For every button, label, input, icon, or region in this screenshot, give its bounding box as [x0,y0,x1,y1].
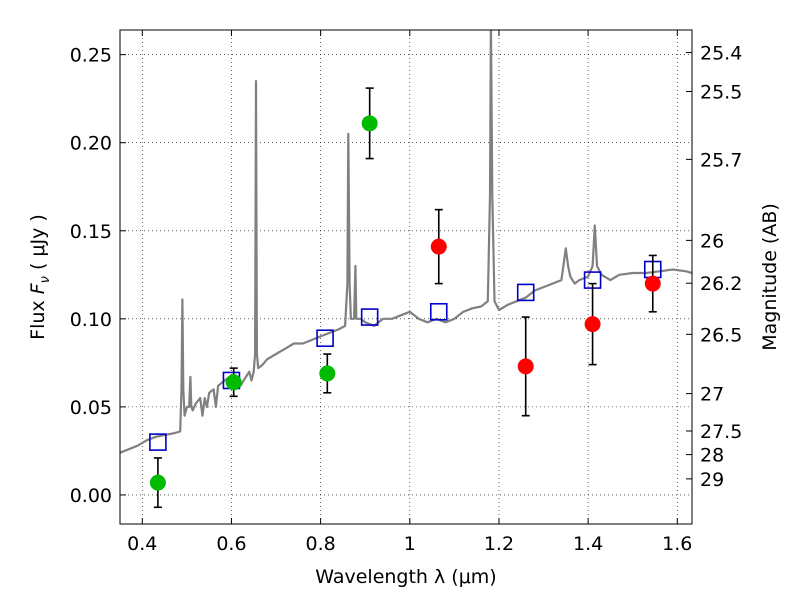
x-tick-label: 1.6 [662,533,692,555]
y2-tick-label: 26.5 [700,324,742,346]
observed-point [584,316,601,333]
x-tick-label: 0.4 [127,533,157,555]
observed-point [319,365,336,382]
y2-tick-label: 26.2 [700,273,742,295]
y-tick-label: 0.20 [70,133,112,155]
y2-tick-label: 26 [700,230,724,252]
y2-tick-label: 28 [700,445,724,467]
observed-point [430,238,447,255]
observed-point [517,358,534,375]
y2-tick-label: 29 [700,469,724,491]
observed-point [225,374,242,391]
y-axis-label: Flux Fν ( μJy ) [27,214,53,340]
x-tick-label: 1.2 [484,533,514,555]
plot-area [120,30,692,509]
plot-frame [119,29,693,525]
y-tick-label: 0.00 [70,485,112,507]
series-layer [120,30,692,509]
model-photometry-square [516,283,535,302]
y2-tick-label: 25.5 [700,81,742,103]
y-axis-label-prefix: Flux [27,294,49,340]
x-tick-label: 0.6 [216,533,246,555]
observed-point [644,275,661,292]
y-tick-label: 0.25 [70,45,112,67]
observed-point [361,115,378,132]
x-axis: 0.4 0.6 0.8 1 1.2 1.4 1.6 [127,30,692,555]
x-axis-label: Wavelength λ (μm) [315,566,496,588]
y2-tick-label: 27.5 [700,421,742,443]
x-tick-label: 1.4 [573,533,603,555]
model-photometry-square [360,308,379,326]
observed-point [149,474,166,491]
y-axis: 0.00 0.05 0.10 0.15 0.20 0.25 [70,45,126,507]
model-photometry-square [429,302,448,321]
y-axis-label-suffix: ( μJy ) [27,214,49,276]
y-tick-label: 0.15 [70,221,112,243]
spectrum-line [120,30,692,454]
y2-tick-label: 27 [700,384,724,406]
model-photometry-square [316,329,334,347]
y2-tick-label: 25.7 [700,149,742,171]
y-axis-label-var: F [27,282,49,294]
x-tick-label: 0.8 [306,533,336,555]
x-tick-label: 1 [404,533,416,555]
model-photometry-square [149,433,167,451]
y2-tick-label: 25.4 [700,43,742,65]
y2-axis-label: Magnitude (AB) [759,203,781,351]
y-axis-label-sub: ν [38,276,53,283]
y-tick-label: 0.05 [70,397,112,419]
y-tick-label: 0.10 [70,309,112,331]
